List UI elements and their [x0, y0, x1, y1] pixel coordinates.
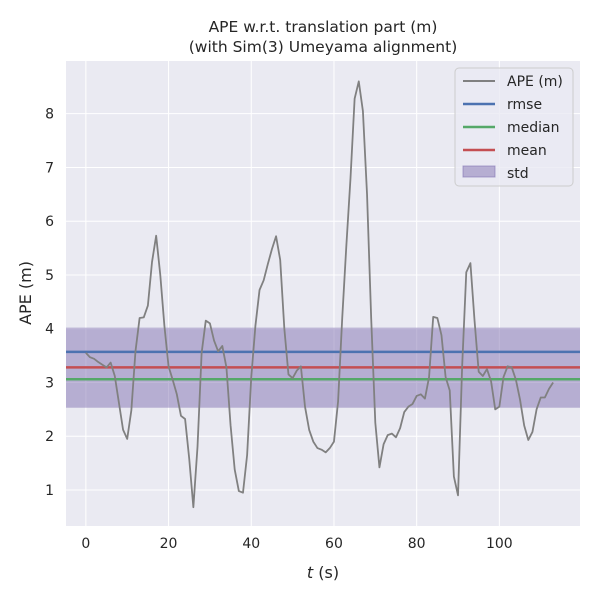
legend-median-label: median [507, 120, 559, 136]
y-tick-label: 7 [45, 160, 54, 176]
legend-mean-label: mean [507, 143, 547, 159]
y-tick-label: 3 [45, 375, 54, 391]
y-tick-label: 1 [45, 483, 54, 499]
legend: APE (m) rmse median mean std [454, 67, 574, 187]
y-tick-labels: 1 2 3 4 5 6 7 8 [45, 107, 54, 499]
x-tick-labels: 0 20 40 60 80 100 [81, 536, 512, 552]
y-axis-label: APE (m) [16, 261, 35, 325]
y-tick-label: 4 [45, 322, 54, 338]
x-tick-label: 40 [242, 536, 260, 552]
y-tick-label: 2 [45, 429, 54, 445]
chart-title-line2: (with Sim(3) Umeyama alignment) [189, 38, 458, 56]
legend-std-swatch [462, 165, 496, 178]
x-tick-label: 80 [408, 536, 426, 552]
x-tick-label: 100 [486, 536, 513, 552]
y-tick-label: 5 [45, 268, 54, 284]
x-axis-label: t (s) [307, 563, 339, 582]
x-tick-label: 20 [160, 536, 178, 552]
legend-std-label: std [507, 166, 529, 182]
y-tick-label: 6 [45, 214, 54, 230]
legend-rmse-label: rmse [507, 97, 542, 113]
y-tick-label: 8 [45, 107, 54, 123]
x-axis-variable: t [307, 563, 314, 582]
x-tick-label: 0 [81, 536, 90, 552]
ape-series-line [85, 80, 554, 509]
x-axis-unit: (s) [313, 563, 339, 582]
x-tick-label: 60 [325, 536, 343, 552]
legend-ape-label: APE (m) [507, 74, 563, 90]
legend-box [454, 67, 574, 187]
chart-title-line1: APE w.r.t. translation part (m) [209, 18, 438, 36]
